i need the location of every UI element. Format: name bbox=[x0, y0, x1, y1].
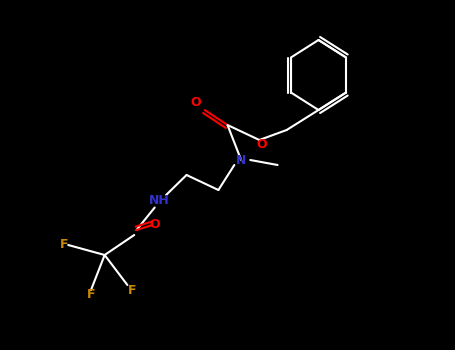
Text: O: O bbox=[149, 218, 160, 231]
Text: F: F bbox=[87, 288, 95, 301]
Text: F: F bbox=[128, 284, 136, 296]
Text: NH: NH bbox=[149, 194, 170, 206]
Text: O: O bbox=[256, 139, 267, 152]
Text: O: O bbox=[190, 96, 201, 109]
Text: N: N bbox=[236, 154, 246, 167]
Text: F: F bbox=[60, 238, 68, 252]
